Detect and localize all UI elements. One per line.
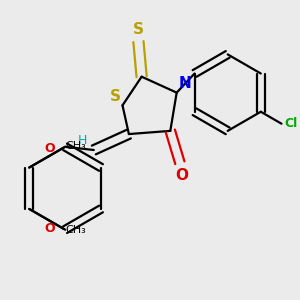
Text: O: O: [175, 167, 188, 182]
Text: S: S: [110, 89, 121, 104]
Text: S: S: [133, 22, 144, 37]
Text: CH₃: CH₃: [65, 226, 86, 236]
Text: Cl: Cl: [285, 117, 298, 130]
Text: N: N: [178, 76, 191, 91]
Text: CH₃: CH₃: [65, 141, 86, 151]
Text: H: H: [78, 134, 87, 147]
Text: O: O: [45, 142, 56, 155]
Text: O: O: [45, 222, 56, 235]
